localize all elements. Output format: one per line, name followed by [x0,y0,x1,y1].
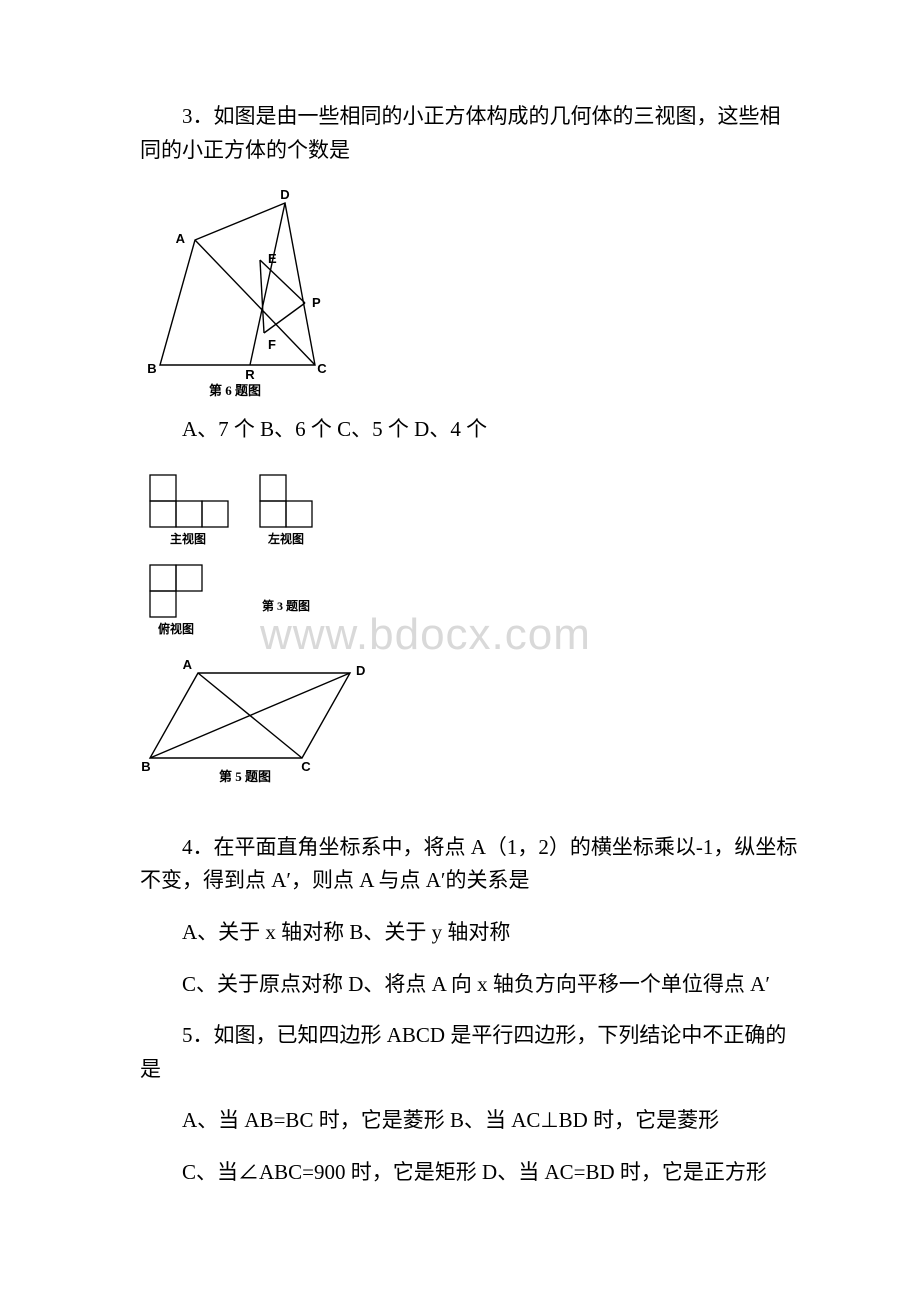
fig3-caption: 第 3 题图 [262,598,310,613]
q4-text: 4．在平面直角坐标系中，将点 A（1，2）的横坐标乘以-1，纵坐标不变，得到点 … [140,831,800,898]
fig3-left-label: 左视图 [267,531,304,546]
fig3-front-label: 主视图 [170,531,206,546]
fig5-label-d: D [356,663,365,678]
fig5-caption: 第 5 题图 [219,769,271,784]
fig6-label-f: F [268,337,276,352]
figure-q3-svg: 主视图 左视图 俯视图 第 3 题图 [140,465,360,645]
q5-text: 5．如图，已知四边形 ABCD 是平行四边形，下列结论中不正确的是 [140,1019,800,1086]
fig6-label-p: P [312,295,321,310]
fig5-label-a: A [183,657,193,672]
fig6-caption: 第 6 题图 [209,383,261,398]
fig6-label-r: R [245,367,255,382]
figure-q6: D A B C E F P R 第 6 题图 [140,185,800,405]
q4-line2: C、关于原点对称 D、将点 A 向 x 轴负方向平移一个单位得点 A′ [140,968,800,1002]
fig3-top-label: 俯视图 [158,621,194,636]
q5-line2: C、当∠ABC=900 时，它是矩形 D、当 AC=BD 时，它是正方形 [140,1156,800,1190]
page-content: 3．如图是由一些相同的小正方体构成的几何体的三视图，这些相同的小正方体的个数是 … [140,100,800,1190]
fig5-label-c: C [301,759,311,774]
fig6-label-b: B [147,361,156,376]
figure-q6-svg: D A B C E F P R 第 6 题图 [140,185,360,405]
figure-q5-svg: A D B C 第 5 题图 [140,653,380,793]
q4-line1: A、关于 x 轴对称 B、关于 y 轴对称 [140,916,800,950]
q3-options: A、7 个 B、6 个 C、5 个 D、4 个 [140,413,800,447]
fig6-label-c: C [317,361,327,376]
q3-text: 3．如图是由一些相同的小正方体构成的几何体的三视图，这些相同的小正方体的个数是 [140,100,800,167]
q5-line1: A、当 AB=BC 时，它是菱形 B、当 AC⊥BD 时，它是菱形 [140,1104,800,1138]
figure-q3: 主视图 左视图 俯视图 第 3 题图 [140,465,800,645]
fig6-label-a: A [176,231,186,246]
fig5-label-b: B [141,759,150,774]
figure-q5: A D B C 第 5 题图 [140,653,800,793]
fig6-label-d: D [280,187,289,202]
fig6-label-e: E [268,251,277,266]
